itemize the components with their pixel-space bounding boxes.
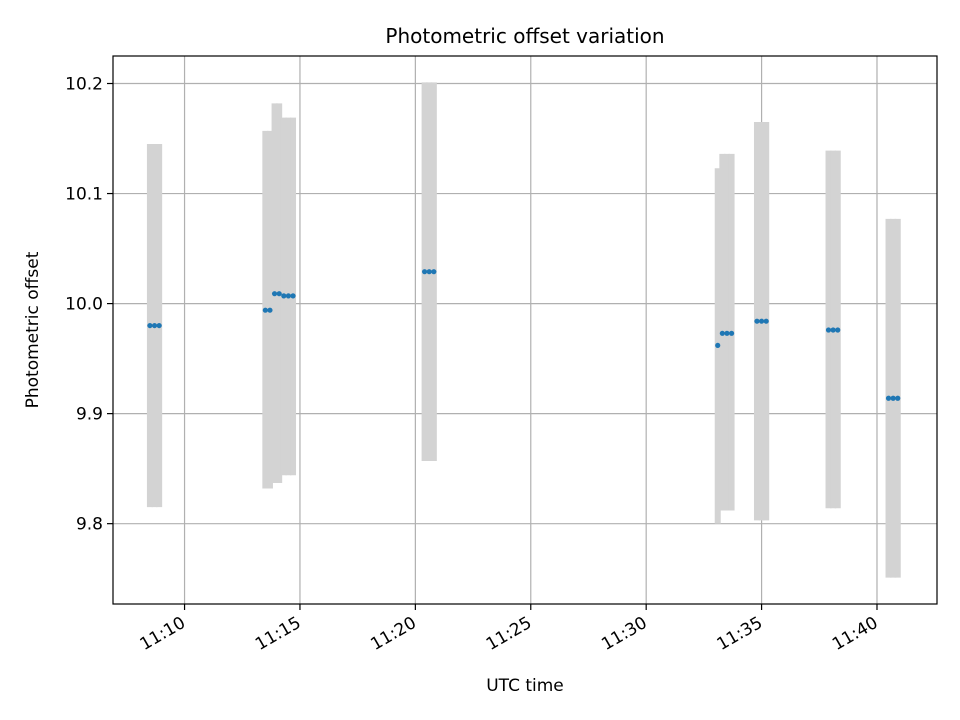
data-point [281, 293, 287, 299]
y-tick-label: 9.9 [76, 405, 103, 425]
data-point [890, 395, 896, 401]
data-point [835, 327, 841, 333]
data-point [758, 318, 765, 324]
data-point [825, 327, 832, 333]
data-point [147, 322, 153, 329]
data-point [719, 330, 725, 336]
data-point [276, 291, 282, 297]
data-point [728, 330, 735, 336]
data-point [715, 342, 721, 349]
y-tick-label: 10.0 [65, 295, 103, 315]
chart-title: Photometric offset variation [385, 24, 664, 48]
plot-frame [112, 55, 938, 605]
y-tick-label: 9.8 [76, 515, 103, 535]
data-point [151, 322, 158, 329]
data-point [754, 318, 760, 324]
x-axis-label: UTC time [486, 676, 564, 696]
y-tick-label: 10.1 [65, 185, 103, 205]
data-point [267, 307, 273, 313]
data-point [285, 293, 292, 299]
y-axis-label: Photometric offset [23, 251, 43, 408]
data-point [426, 269, 432, 275]
data-point [885, 395, 892, 401]
data-point [763, 318, 769, 324]
data-point [271, 291, 278, 297]
data-point [830, 327, 836, 333]
y-tick-label: 10.2 [65, 75, 103, 95]
data-point [895, 395, 901, 401]
data-point [290, 293, 296, 299]
data-point [421, 269, 428, 275]
y-axis-ticks: 9.8 9.9 10.0 10.1 10.2 [65, 75, 113, 535]
data-point [156, 322, 162, 329]
data-point [431, 269, 437, 275]
data-points [147, 269, 901, 401]
data-point [724, 330, 730, 336]
data-point [262, 307, 268, 313]
